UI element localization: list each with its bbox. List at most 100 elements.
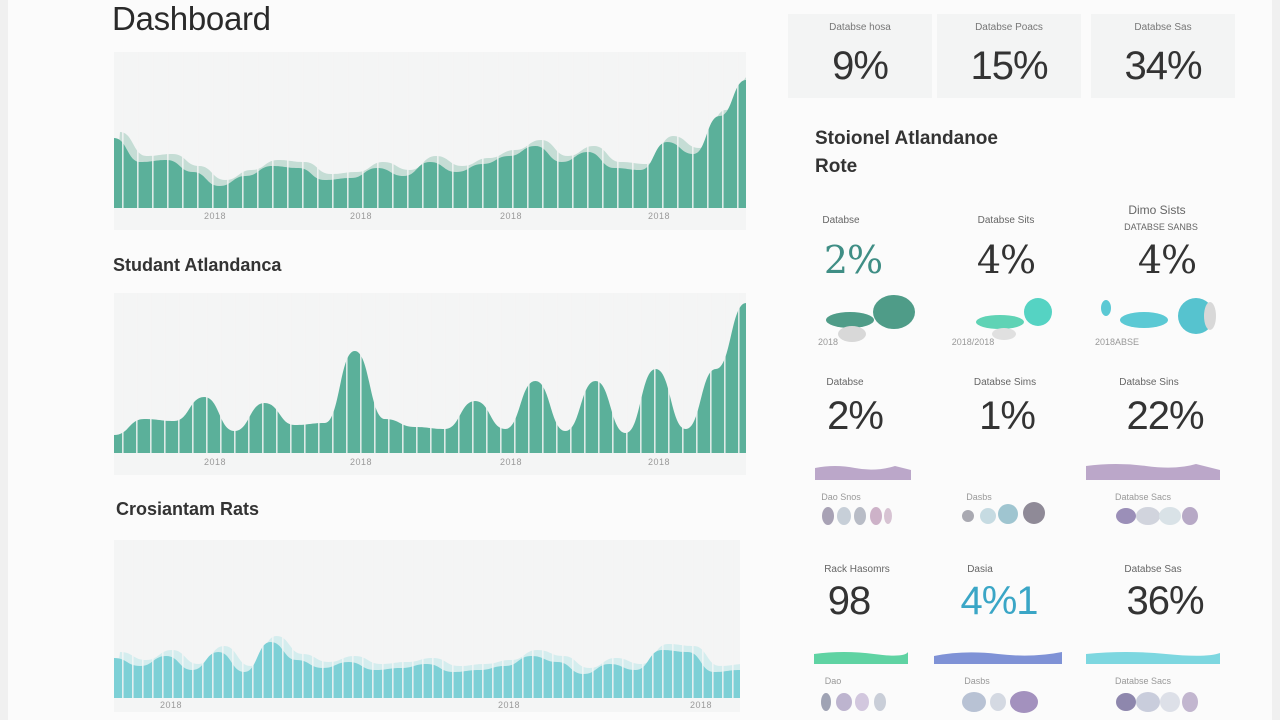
bar-gap [668, 293, 670, 453]
chart-2-tick-label: 2018 [350, 457, 373, 467]
bar-gap [640, 293, 642, 453]
bar-gap [232, 540, 234, 698]
bar-gap [312, 540, 314, 698]
bar-gap [192, 540, 194, 698]
metric-label: Databse Sims [973, 377, 1037, 388]
bar-gap [662, 540, 664, 698]
bar-gap [724, 293, 726, 453]
chart-1-svg [114, 52, 746, 208]
bar-gap [122, 540, 124, 698]
bar-gap [317, 52, 319, 208]
bar-gap [292, 540, 294, 698]
bar-gap [682, 293, 684, 453]
bar-gap [532, 540, 534, 698]
bar-gap [252, 540, 254, 698]
bar-gap [212, 52, 214, 208]
bar-gap [282, 540, 284, 698]
blob-chart-3 [1101, 298, 1216, 334]
chart-panel-3[interactable] [114, 540, 740, 712]
bar-gap [122, 293, 124, 453]
bar-gap [374, 293, 376, 453]
bar-gap [318, 293, 320, 453]
bar-gap [692, 52, 694, 208]
bar-gap [587, 52, 589, 208]
bar-gap [272, 52, 274, 208]
dot-cluster-1 [822, 507, 892, 525]
chart-3-tick-label: 2018 [498, 700, 521, 710]
bar-gap [346, 293, 348, 453]
page-title: Dashboard [112, 0, 271, 37]
bar-gap [522, 540, 524, 698]
metric-value: 2% [823, 238, 883, 282]
blob-caption: 2018/2018 [951, 337, 995, 347]
bar-gap [722, 52, 724, 208]
stat-card-2[interactable]: Databse Poacs 15% [937, 14, 1081, 98]
bar-gap [422, 52, 424, 208]
chart-panel-1[interactable] [114, 52, 746, 230]
chart-2-tick-label: 2018 [500, 457, 523, 467]
bar-gap [707, 52, 709, 208]
bar-gap [622, 540, 624, 698]
bar-gap [182, 540, 184, 698]
bar-gap [302, 52, 304, 208]
bar-gap [304, 293, 306, 453]
chart-panel-2[interactable] [114, 293, 746, 475]
bar-gap [332, 52, 334, 208]
chart-3-tick-label: 2018 [160, 700, 183, 710]
bar-gap [402, 293, 404, 453]
metric-label: Databse Sins [1119, 377, 1179, 388]
bar-gap [642, 540, 644, 698]
bar-gap [392, 52, 394, 208]
bar-gap [332, 540, 334, 698]
bar-gap [360, 293, 362, 453]
stat-card-label: Databse hosa [829, 22, 891, 33]
dots-caption: Dao [824, 676, 842, 686]
bar-gap [472, 540, 474, 698]
bar-gap [442, 540, 444, 698]
blob-caption: 2018 [817, 337, 839, 347]
bar-gap [527, 52, 529, 208]
bar-gap [322, 540, 324, 698]
bar-gap [212, 540, 214, 698]
area-fill [114, 80, 746, 208]
chart-3-svg [114, 540, 740, 698]
bar-gap [572, 540, 574, 698]
metric-value: 36% [1126, 579, 1204, 623]
sparkline-lavender-1 [815, 466, 911, 480]
bar-gap [500, 293, 502, 453]
stat-card-1[interactable]: Databse hosa 9% [788, 14, 932, 98]
bar-gap [407, 52, 409, 208]
dot-cluster-6 [1116, 692, 1198, 712]
bar-gap [388, 293, 390, 453]
bar-gap [617, 52, 619, 208]
bar-gap [206, 293, 208, 453]
bar-gap [452, 52, 454, 208]
bar-gap [702, 540, 704, 698]
bar-gap [452, 540, 454, 698]
bar-gap [167, 52, 169, 208]
chart-3-tick-label: 2018 [690, 700, 713, 710]
stat-card-3[interactable]: Databse Sas 34% [1091, 14, 1235, 98]
bar-gap [682, 540, 684, 698]
sparkline-mint [814, 652, 908, 664]
bar-gap [178, 293, 180, 453]
bar-gap [710, 293, 712, 453]
bar-gap [362, 52, 364, 208]
bar-gap [248, 293, 250, 453]
dot-cluster-4 [821, 693, 886, 711]
bar-gap [738, 293, 740, 453]
blob-chart-1 [826, 295, 915, 342]
window-edge-left [0, 0, 8, 720]
bar-gap [502, 540, 504, 698]
metric-value: 4%1 [960, 579, 1038, 623]
bar-gap [444, 293, 446, 453]
metric-value: 98 [827, 579, 872, 623]
bar-gap [696, 293, 698, 453]
bar-gap [392, 540, 394, 698]
bar-gap [276, 293, 278, 453]
dots-caption: Dasbs [964, 676, 990, 686]
bar-gap [584, 293, 586, 453]
bar-gap [234, 293, 236, 453]
chart-1-tick-label: 2018 [350, 211, 373, 221]
bar-gap [458, 293, 460, 453]
